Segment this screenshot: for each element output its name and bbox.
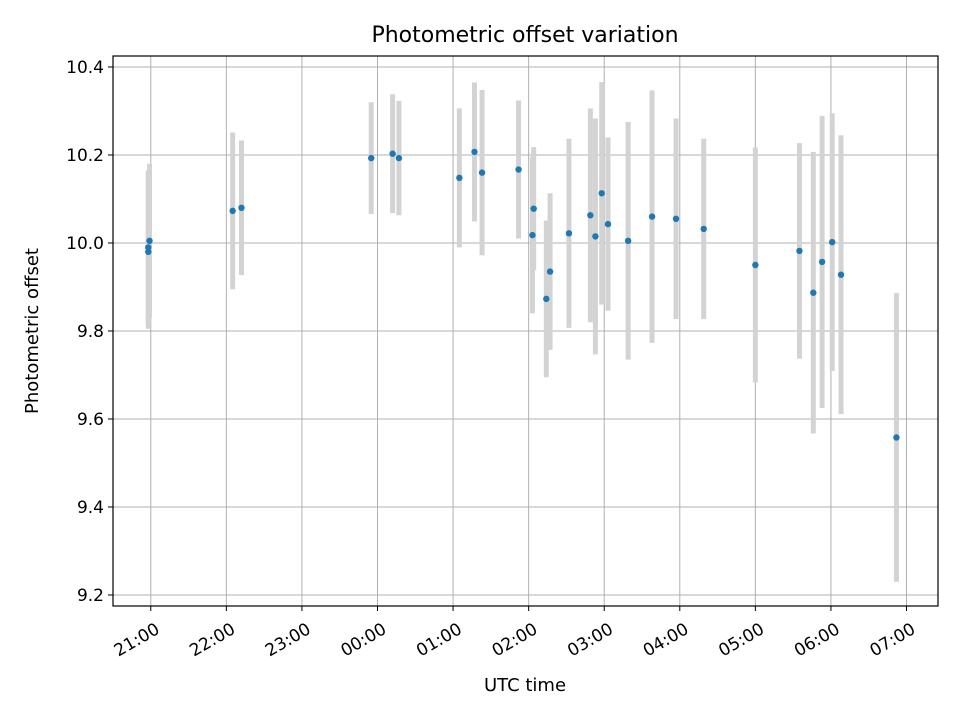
data-point xyxy=(648,213,656,220)
data-point xyxy=(530,205,537,212)
y-tick-label: 9.2 xyxy=(77,586,104,606)
data-point xyxy=(529,231,536,239)
data-point xyxy=(515,166,522,173)
y-tick-label: 9.6 xyxy=(77,410,104,430)
data-point xyxy=(395,154,403,162)
data-point xyxy=(700,225,707,233)
chart-title: Photometric offset variation xyxy=(371,23,678,48)
x-tick-label: 04:00 xyxy=(640,619,692,661)
x-tick-label: 05:00 xyxy=(715,619,767,661)
data-point xyxy=(478,169,486,176)
data-point xyxy=(604,220,612,228)
y-tick-label: 9.4 xyxy=(77,498,104,518)
data-point xyxy=(368,154,375,162)
y-tick-label: 10.2 xyxy=(66,146,104,166)
data-point xyxy=(752,261,759,269)
x-tick-label: 00:00 xyxy=(338,619,390,661)
data-point xyxy=(456,174,463,182)
data-point xyxy=(389,150,396,157)
y-tick-label: 9.8 xyxy=(77,322,104,342)
data-point xyxy=(598,190,605,197)
x-tick-label: 21:00 xyxy=(111,619,163,661)
x-tick-label: 22:00 xyxy=(186,619,238,661)
x-axis: 21:00 22:00 23:00 00:00 01:00 02:00 03:00 04:00… xyxy=(111,606,919,661)
data-point xyxy=(565,230,573,237)
data-point xyxy=(796,247,803,255)
data-point xyxy=(543,295,550,303)
data-point xyxy=(546,268,554,275)
x-axis-label: UTC time xyxy=(484,675,566,696)
data-point xyxy=(810,289,817,296)
data-point xyxy=(592,233,599,240)
grid xyxy=(113,56,938,606)
data-point xyxy=(587,212,594,219)
x-tick-label: 06:00 xyxy=(791,619,843,661)
data-point xyxy=(145,244,152,251)
data-point xyxy=(471,148,478,156)
data-point xyxy=(146,237,153,244)
y-axis-label: Photometric offset xyxy=(22,248,43,414)
y-tick-label: 10.4 xyxy=(66,58,104,78)
x-tick-label: 07:00 xyxy=(867,619,919,661)
x-tick-label: 23:00 xyxy=(262,619,314,661)
y-axis: 9.2 9.4 9.6 9.8 10.0 10.2 10.4 xyxy=(66,58,113,606)
data-point xyxy=(229,207,236,215)
data-point xyxy=(837,271,845,278)
data-point xyxy=(818,258,826,266)
x-tick-label: 02:00 xyxy=(489,619,541,661)
data-point xyxy=(828,238,836,246)
data-point xyxy=(145,248,152,255)
data-point xyxy=(238,204,245,211)
data-point xyxy=(672,215,680,222)
x-tick-label: 03:00 xyxy=(564,619,616,661)
y-tick-label: 10.0 xyxy=(66,234,104,254)
x-tick-label: 01:00 xyxy=(413,619,465,661)
data-points xyxy=(145,148,900,441)
data-point xyxy=(893,434,900,441)
data-point xyxy=(624,237,632,244)
